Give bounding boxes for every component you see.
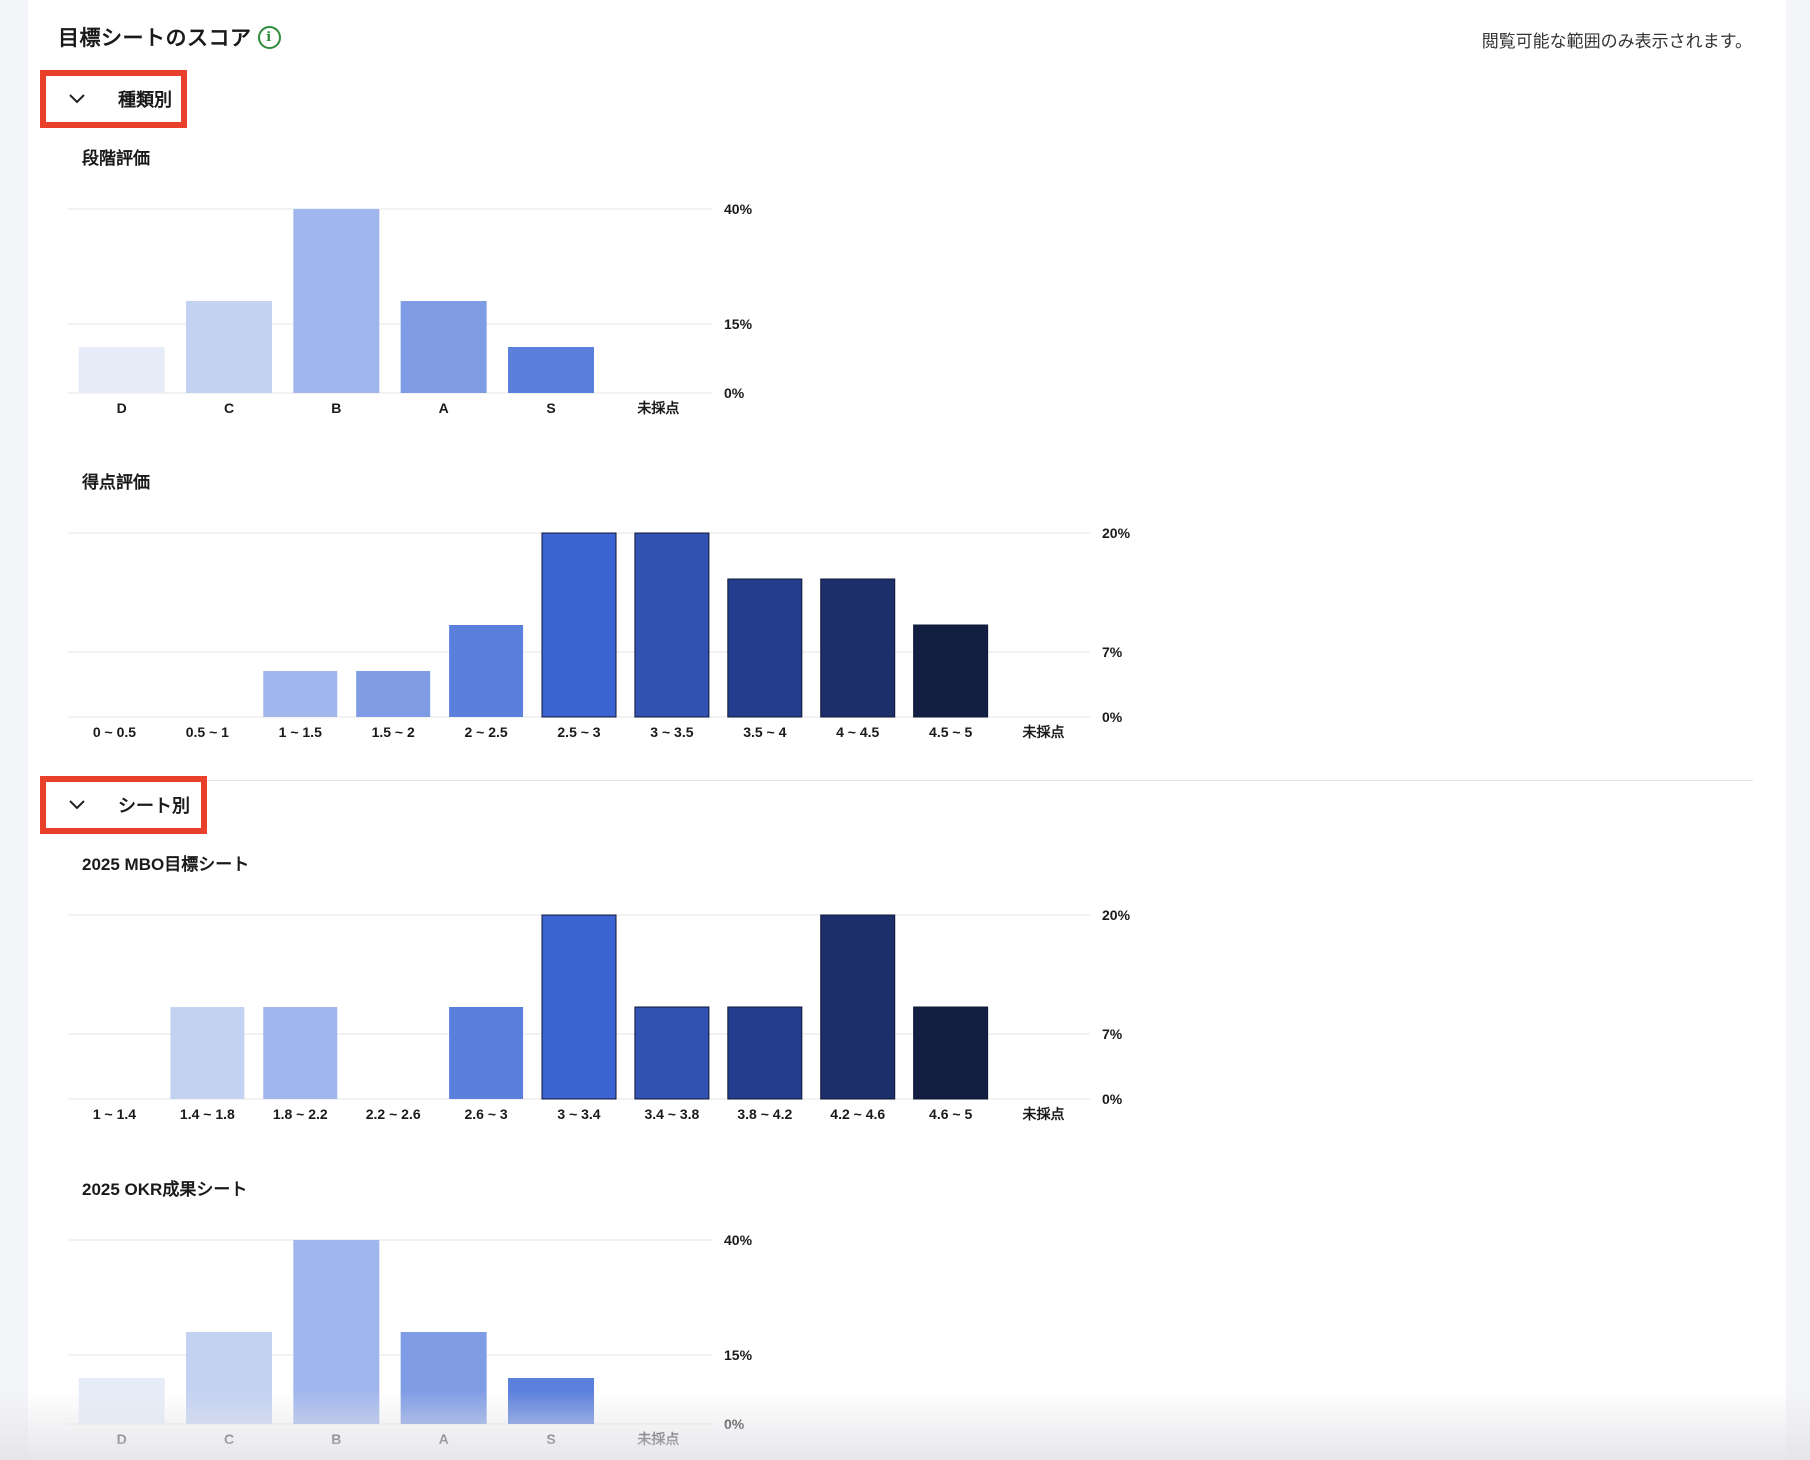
x-tick-label: 4 ~ 4.5 [836, 724, 879, 740]
chart-3: 40% 15% 0% D C B A S 未採点 [68, 1232, 753, 1447]
x-tick-label: 1.4 ~ 1.8 [180, 1106, 235, 1122]
bar [400, 301, 487, 393]
page-title-text: 目標シートのスコア [58, 27, 252, 50]
x-tick-label: 未採点 [637, 400, 679, 416]
x-tick-label: B [331, 400, 341, 416]
x-tick-label: 3.4 ~ 3.8 [644, 1106, 699, 1122]
bar [727, 1006, 803, 1100]
group-toggle-by-sheet[interactable]: シート別 [40, 776, 207, 834]
x-tick-label: 未採点 [1023, 1106, 1065, 1122]
y-tick-label: 40% [724, 1232, 753, 1248]
bar [913, 1006, 989, 1100]
group-label-by-type: 種類別 [118, 90, 172, 110]
chevron-down-icon [69, 800, 85, 810]
x-tick-label: 3 ~ 3.4 [557, 1106, 600, 1122]
chevron-down-icon [69, 94, 85, 104]
x-tick-label: C [224, 1431, 234, 1447]
bar [400, 1332, 487, 1424]
x-tick-label: 1 ~ 1.5 [279, 724, 322, 740]
x-tick-label: 0 ~ 0.5 [93, 724, 136, 740]
x-tick-label: 1.8 ~ 2.2 [273, 1106, 328, 1122]
bar [263, 671, 338, 717]
bar [186, 301, 272, 393]
x-tick-label: A [439, 1431, 449, 1447]
chart-title-mbo: 2025 MBO目標シート [82, 855, 250, 874]
y-tick-label: 0% [1102, 709, 1123, 725]
x-tick-label: 0.5 ~ 1 [186, 724, 229, 740]
page-title: 目標シートのスコア i [58, 22, 281, 52]
bar [541, 532, 617, 718]
y-tick-label: 7% [1102, 644, 1123, 660]
bar [634, 1006, 710, 1100]
y-tick-label: 0% [724, 1416, 745, 1432]
bar [186, 1332, 272, 1424]
bar [293, 1240, 380, 1424]
bar [820, 914, 896, 1100]
y-tick-label: 7% [1102, 1026, 1123, 1042]
bar [449, 1007, 524, 1099]
y-tick-label: 20% [1102, 907, 1131, 923]
visibility-notice: 閲覧可能な範囲のみ表示されます。 [1481, 32, 1752, 51]
x-tick-label: B [331, 1431, 341, 1447]
x-tick-label: D [117, 1431, 127, 1447]
x-tick-label: 2.6 ~ 3 [464, 1106, 507, 1122]
y-tick-label: 15% [724, 1347, 753, 1363]
chart-title-stage: 段階評価 [82, 149, 150, 168]
y-tick-label: 0% [1102, 1091, 1123, 1107]
bar [541, 914, 617, 1100]
bar [913, 624, 989, 718]
x-tick-label: 2.5 ~ 3 [557, 724, 600, 740]
x-tick-label: A [439, 400, 449, 416]
x-tick-label: 2 ~ 2.5 [464, 724, 507, 740]
chart-2: 20% 7% 0% 1 ~ 1.4 1.4 ~ 1.8 1.8 ~ 2.2 2.2 ~ 2.… [68, 907, 1131, 1122]
bar [356, 671, 431, 717]
bar [727, 578, 803, 718]
x-tick-label: 未採点 [637, 1431, 679, 1447]
bar [263, 1007, 338, 1099]
bar [508, 347, 594, 393]
bar [293, 209, 380, 393]
x-tick-label: D [117, 400, 127, 416]
y-tick-label: 0% [724, 385, 745, 401]
info-icon[interactable]: i [257, 25, 281, 49]
x-tick-label: 4.6 ~ 5 [929, 1106, 972, 1122]
x-tick-label: 未採点 [1023, 724, 1065, 740]
bar [170, 1007, 245, 1099]
chart-1: 20% 7% 0% 0 ~ 0.5 0.5 ~ 1 1 ~ 1.5 1.5 ~ 2 2 ~ 2… [68, 525, 1131, 740]
x-tick-label: 3.5 ~ 4 [743, 724, 786, 740]
bar [508, 1378, 594, 1424]
chart-title-score: 得点評価 [82, 473, 150, 492]
y-tick-label: 15% [724, 316, 753, 332]
bar [449, 625, 524, 717]
group-label-by-sheet: シート別 [118, 796, 190, 816]
bar [634, 532, 710, 718]
y-tick-label: 40% [724, 201, 753, 217]
x-tick-label: 1 ~ 1.4 [93, 1106, 136, 1122]
chart-0: 40% 15% 0% D C B A S 未採点 [68, 201, 753, 416]
chart-title-okr: 2025 OKR成果シート [82, 1180, 248, 1199]
bar [78, 347, 165, 393]
x-tick-label: C [224, 400, 234, 416]
x-tick-label: 1.5 ~ 2 [372, 724, 415, 740]
x-tick-label: 3.8 ~ 4.2 [737, 1106, 792, 1122]
x-tick-label: S [546, 400, 555, 416]
x-tick-label: 2.2 ~ 2.6 [366, 1106, 421, 1122]
bar [820, 578, 896, 718]
x-tick-label: 4.5 ~ 5 [929, 724, 972, 740]
x-tick-label: S [546, 1431, 555, 1447]
x-tick-label: 3 ~ 3.5 [650, 724, 693, 740]
group-toggle-by-type[interactable]: 種類別 [40, 70, 187, 128]
bar [78, 1378, 165, 1424]
section-divider [58, 780, 1753, 781]
x-tick-label: 4.2 ~ 4.6 [830, 1106, 885, 1122]
y-tick-label: 20% [1102, 525, 1131, 541]
